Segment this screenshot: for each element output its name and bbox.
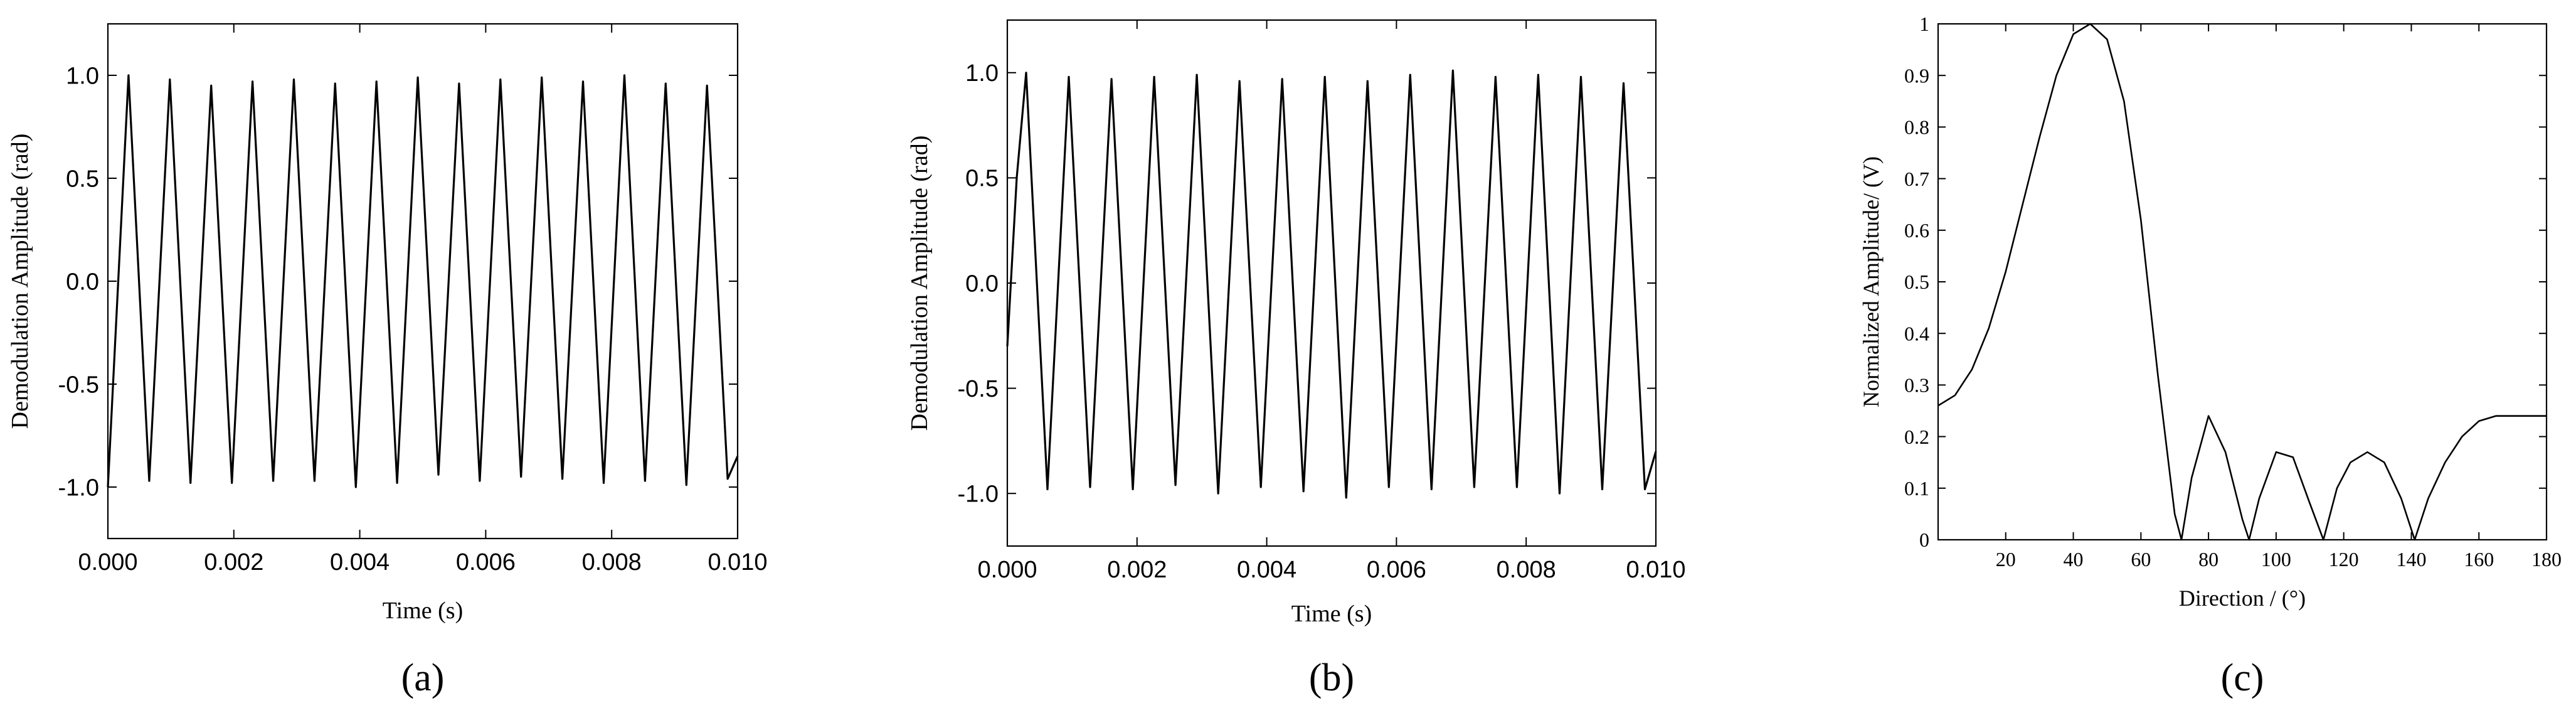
- x-tick-label: 20: [1996, 548, 2016, 571]
- panel-label: (b): [1309, 657, 1354, 699]
- x-tick-label: 60: [2131, 548, 2151, 571]
- y-tick-label: 0.8: [1904, 116, 1929, 139]
- x-tick-label: 0.004: [1237, 557, 1296, 583]
- x-tick-label: 100: [2261, 548, 2291, 571]
- series-line-a: [107, 74, 739, 488]
- x-tick-label: 0.004: [330, 549, 390, 576]
- y-tick-label: 1: [1919, 13, 1929, 35]
- y-tick-label: 0.2: [1904, 426, 1929, 448]
- y-axis-label: Normalized Amplitude/ (V): [1858, 156, 1884, 407]
- y-tick-label: 0.6: [1904, 219, 1929, 242]
- x-tick-label: 160: [2464, 548, 2494, 571]
- x-axis-label: Time (s): [383, 598, 463, 624]
- x-tick-label: 180: [2531, 548, 2562, 571]
- plot-frame-c: [1937, 23, 2548, 541]
- y-tick-label: 0.5: [66, 166, 99, 192]
- y-tick-label: -1.0: [58, 474, 99, 501]
- panel-c: 20 40 60 80 100 120 140 160 180 0 0.1 0.2 0.3 0.4 0.5 0…: [1858, 13, 2562, 699]
- panel-label: (a): [401, 657, 445, 699]
- panel-b: 0.000 0.002 0.004 0.006 0.008 0.010 1.0 0.5 0.0 -…: [906, 19, 1686, 699]
- y-tick-label: 0.0: [66, 269, 99, 295]
- x-tick-label: 0.008: [582, 549, 642, 576]
- x-tick-label: 80: [2198, 548, 2218, 571]
- x-tick-label: 0.010: [708, 549, 767, 576]
- y-tick-label: 0.7: [1904, 168, 1929, 190]
- x-tick-label: 0.000: [977, 557, 1037, 583]
- y-tick-label: 0.0: [965, 271, 999, 297]
- y-axis-label: Demodulation Amplitude (rad): [906, 136, 933, 431]
- y-tick-label: 0.5: [1904, 271, 1929, 293]
- series-line-c: [1937, 23, 2547, 541]
- x-axis-label: Time (s): [1291, 601, 1372, 627]
- y-axis-label: Demodulation Amplitude (rad): [7, 134, 33, 429]
- y-tick-label: -0.5: [58, 372, 99, 398]
- y-tick-label: -1.0: [958, 481, 999, 508]
- x-tick-label: 120: [2329, 548, 2359, 571]
- x-tick-label: 0.006: [1367, 557, 1426, 583]
- x-tick-label: 0.006: [456, 549, 516, 576]
- y-tick-label: 1.0: [66, 63, 99, 89]
- y-tick-label: 0.1: [1904, 477, 1929, 500]
- series-line-b: [1006, 69, 1657, 499]
- panel-label: (c): [2221, 657, 2264, 699]
- y-tick-label: 0.5: [965, 166, 999, 192]
- y-tick-label: 0: [1919, 528, 1929, 551]
- x-axis-label: Direction / (°): [2179, 586, 2306, 611]
- panel-a: 0.000 0.002 0.004 0.006 0.008 0.010 1.0 0.5 0.0 -…: [7, 23, 768, 699]
- y-tick-label: -0.5: [958, 376, 999, 402]
- y-tick-label: 0.9: [1904, 64, 1929, 87]
- y-tick-label: 0.4: [1904, 322, 1929, 345]
- x-tick-label: 0.002: [1107, 557, 1167, 583]
- x-tick-label: 0.002: [204, 549, 263, 576]
- x-tick-label: 0.008: [1497, 557, 1556, 583]
- x-tick-label: 0.010: [1626, 557, 1685, 583]
- x-tick-label: 40: [2064, 548, 2084, 571]
- x-tick-label: 140: [2396, 548, 2426, 571]
- x-tick-label: 0.000: [78, 549, 137, 576]
- y-tick-label: 1.0: [965, 60, 999, 87]
- y-tick-label: 0.3: [1904, 374, 1929, 397]
